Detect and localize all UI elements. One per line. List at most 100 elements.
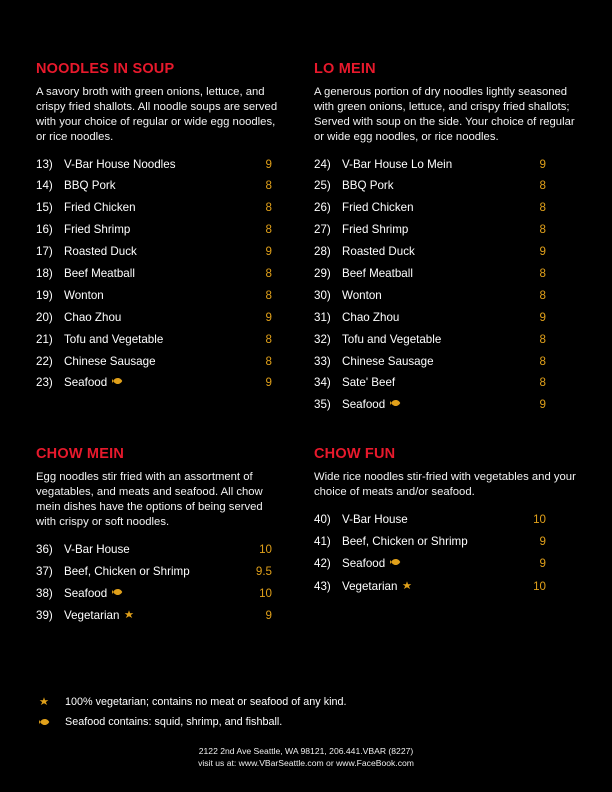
menu-item-name-text: Chinese Sausage — [64, 354, 156, 368]
menu-item-price: 10 — [259, 542, 272, 556]
section-noodles-in-soup: NOODLES IN SOUP A savory broth with gree… — [36, 61, 306, 421]
menu-item-number: 35) — [314, 398, 331, 412]
menu-item-name-text: Wonton — [64, 288, 104, 302]
menu-item-name: Chinese Sausage — [342, 354, 528, 368]
menu-item: 23) Seafood 9 — [36, 377, 284, 389]
menu-item-price: 9 — [265, 609, 272, 623]
menu-item-name: V-Bar House Noodles — [64, 157, 254, 171]
menu-item-price: 8 — [539, 201, 546, 215]
menu-item-name-text: Chinese Sausage — [342, 354, 434, 368]
menu-item-name-text: Fried Chicken — [64, 201, 136, 215]
legend-icon-wrap — [36, 697, 65, 707]
menu-item-name-text: V-Bar House — [342, 513, 408, 526]
menu-item-number: 30) — [314, 288, 331, 302]
menu-item-name-text: BBQ Pork — [64, 179, 116, 193]
menu-item-number: 27) — [314, 223, 331, 237]
item-list-noodles-in-soup: 13) V-Bar House Noodles 9 14) BBQ Pork 8 15) Fr… — [36, 157, 284, 390]
menu-item-name-text: Roasted Duck — [64, 245, 137, 259]
menu-item-number: 36) — [36, 542, 53, 556]
menu-row-top: NOODLES IN SOUP A savory broth with gree… — [36, 61, 576, 421]
menu-item-number: 13) — [36, 157, 53, 171]
menu-item-number: 37) — [36, 564, 53, 578]
menu-item-name: V-Bar House — [64, 544, 254, 556]
menu-item-number: 31) — [314, 310, 331, 324]
menu-item-name-text: Chao Zhou — [64, 310, 122, 324]
star-icon — [402, 580, 412, 591]
menu-item: 32) Tofu and Vegetable 8 — [314, 332, 576, 346]
menu-item-name: Beef, Chicken or Shrimp — [64, 564, 254, 578]
legend-icon-wrap — [36, 718, 65, 726]
menu-item: 31) Chao Zhou 9 — [314, 310, 576, 324]
fish-icon — [39, 718, 50, 726]
menu-item-name-text: V-Bar House Noodles — [64, 157, 176, 171]
menu-item-name-text: Tofu and Vegetable — [342, 332, 442, 346]
menu-item-name: Fried Shrimp — [64, 224, 254, 236]
section-description: Egg noodles stir fried with an assortmen… — [36, 471, 263, 528]
menu-item-name: Chinese Sausage — [64, 354, 254, 368]
section-chow-mein: CHOW MEIN Egg noodles stir fried with an… — [36, 446, 306, 632]
menu-item-price: 8 — [539, 288, 546, 302]
menu-item-name-text: Beef, Chicken or Shrimp — [64, 564, 190, 578]
menu-item-name: Seafood — [342, 556, 528, 570]
menu-item-number: 34) — [314, 376, 331, 390]
menu-item-price: 8 — [265, 223, 272, 237]
menu-item-number: 20) — [36, 310, 53, 324]
menu-item-name-text: Sate' Beef — [342, 376, 396, 390]
menu-item-name: Chao Zhou — [342, 310, 528, 324]
menu-item-price: 8 — [265, 201, 272, 215]
menu-item-name: Seafood — [64, 587, 254, 600]
menu-item-name: V-Bar House — [342, 514, 528, 526]
menu-item: 17) Roasted Duck 9 — [36, 246, 284, 258]
menu-item-price: 9 — [539, 398, 546, 412]
menu-item-number: 21) — [36, 332, 53, 346]
menu-item-price: 10 — [533, 513, 546, 526]
menu-item-name-text: Seafood — [342, 556, 386, 570]
menu-item-number: 16) — [36, 223, 53, 237]
legend-text: Seafood contains: squid, shrimp, and fis… — [65, 715, 283, 728]
menu-item-number: 32) — [314, 332, 331, 346]
menu-item-name: BBQ Pork — [342, 180, 528, 192]
menu-item-price: 9 — [265, 245, 272, 259]
menu-item-name: Fried Chicken — [342, 202, 528, 214]
menu-item: 41) Beef, Chicken or Shrimp 9 — [314, 536, 576, 548]
footer-web: visit us at: www.VBarSeattle.com or www.… — [198, 758, 414, 769]
menu-item: 36) V-Bar House 10 — [36, 544, 284, 556]
menu-item-number: 38) — [36, 586, 53, 600]
menu-item-name: V-Bar House Lo Mein — [342, 158, 528, 171]
menu-item-number: 33) — [314, 354, 331, 368]
menu-item-name: Wonton — [64, 290, 254, 302]
menu-item-name: Vegetarian — [342, 580, 528, 593]
menu-item-price: 9 — [539, 245, 546, 259]
menu-item-name: Chao Zhou — [64, 310, 254, 324]
menu-item: 24) V-Bar House Lo Mein 9 — [314, 158, 576, 171]
menu-item-number: 43) — [314, 579, 331, 593]
menu-item: 25) BBQ Pork 8 — [314, 180, 576, 192]
legend: 100% vegetarian; contains no meat or sea… — [36, 696, 576, 736]
menu-item-number: 28) — [314, 245, 331, 259]
menu-item-name-text: Fried Chicken — [342, 201, 414, 215]
fish-icon — [390, 399, 401, 407]
menu-item-price: 10 — [259, 586, 272, 600]
menu-item: 34) Sate' Beef 8 — [314, 377, 576, 389]
menu-item-name-text: Beef Meatball — [342, 267, 413, 281]
section-description: Wide rice noodles stir-fried with vegeta… — [314, 471, 576, 499]
menu-item-price: 8 — [539, 267, 546, 281]
section-description: A generous portion of dry noodles lightl… — [314, 85, 575, 143]
menu-item-price: 10 — [533, 579, 546, 593]
menu-item: 29) Beef Meatball 8 — [314, 268, 576, 280]
section-title: NOODLES IN SOUP — [36, 61, 175, 77]
menu-item-name-text: Beef, Chicken or Shrimp — [342, 534, 468, 548]
legend-row: 100% vegetarian; contains no meat or sea… — [36, 696, 576, 709]
menu-item-price: 8 — [539, 332, 546, 346]
section-chow-fun: CHOW FUN Wide rice noodles stir-fried wi… — [306, 446, 576, 632]
section-title: CHOW FUN — [314, 446, 396, 463]
menu-item-name-text: Chao Zhou — [342, 310, 400, 324]
menu-item: 26) Fried Chicken 8 — [314, 202, 576, 214]
section-lo-mein: LO MEIN A generous portion of dry noodle… — [306, 61, 576, 421]
menu-item-number: 39) — [36, 609, 53, 623]
menu-item-name-text: Roasted Duck — [342, 245, 415, 259]
menu-item-number: 41) — [314, 534, 331, 548]
menu-item-name-text: Vegetarian — [342, 579, 398, 593]
menu-item-price: 8 — [539, 223, 546, 237]
